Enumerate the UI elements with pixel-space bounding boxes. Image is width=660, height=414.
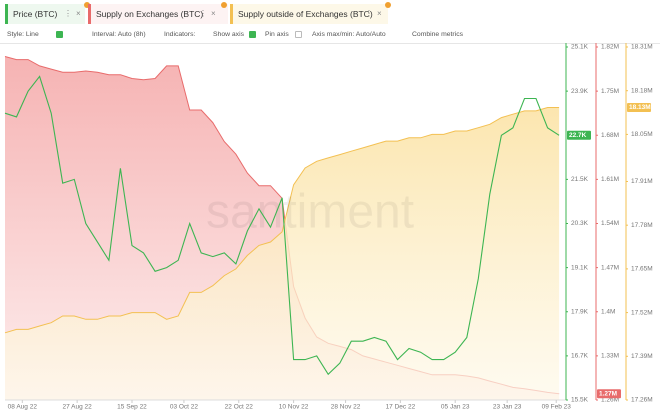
x-tick-label: 09 Feb 23 (542, 404, 572, 411)
tab-label: Supply on Exchanges (BTC) (96, 9, 204, 19)
series-line (4, 56, 560, 395)
y-tick-label: 1.75M (601, 88, 619, 95)
series-line (4, 107, 560, 334)
x-tick-label: 23 Jan 23 (493, 404, 522, 411)
y-tick-label: 15.5K (571, 397, 589, 404)
last-value-box (627, 103, 651, 113)
y-tick-label: 23.9K (571, 88, 589, 95)
y-tick-label: 18.18M (631, 87, 653, 94)
toolbar: Style: Line Interval: Auto (8h) Indicato… (0, 28, 660, 44)
y-tick-label: 17.52M (631, 309, 653, 316)
y-tick-label: 17.91M (631, 178, 653, 185)
x-tick-label: 17 Dec 22 (386, 404, 416, 411)
last-value-label: 1.27M (599, 390, 617, 397)
x-tick-label: 27 Aug 22 (63, 404, 93, 411)
y-tick-label: 25.1K (571, 44, 589, 51)
tab-label: Price (BTC) (13, 9, 58, 19)
close-icon[interactable]: × (377, 9, 382, 18)
series-line (4, 75, 560, 376)
y-tick-label: 21.5K (571, 176, 589, 183)
y-tick-label: 1.4M (601, 308, 615, 315)
close-icon[interactable]: × (76, 9, 81, 18)
badge (84, 2, 90, 8)
menu-icon[interactable]: ⋮ (365, 9, 373, 18)
x-tick-label: 08 Aug 22 (8, 404, 38, 411)
metric-tab[interactable]: Supply on Exchanges (BTC) ⋮ × (88, 2, 228, 24)
last-value-box (597, 389, 621, 399)
x-tick-label: 15 Sep 22 (117, 404, 147, 411)
y-tick-label: 1.61M (601, 176, 619, 183)
last-value-label: 18.13M (629, 104, 651, 111)
tab-label: Supply outside of Exchanges (BTC) (238, 9, 373, 19)
last-value-label: 22.7K (569, 132, 587, 139)
color-swatch[interactable] (56, 31, 63, 38)
y-tick-label: 1.82M (601, 44, 619, 51)
y-tick-label: 17.65M (631, 266, 653, 273)
style-select[interactable]: Style: Line (7, 31, 39, 38)
y-tick-label: 17.26M (631, 397, 653, 404)
metric-tab[interactable]: Supply outside of Exchanges (BTC) ⋮ × (230, 2, 391, 24)
x-tick-label: 28 Nov 22 (331, 404, 361, 411)
y-tick-label: 1.68M (601, 132, 619, 139)
y-tick-label: 18.31M (631, 44, 653, 51)
pin-axis-label[interactable]: Pin axis (265, 31, 289, 38)
y-tick-label: 17.39M (631, 353, 653, 360)
indicators-select[interactable]: Indicators: (164, 31, 196, 38)
x-tick-label: 22 Oct 22 (225, 404, 254, 411)
series-area (5, 56, 560, 400)
last-value-box (567, 130, 591, 140)
y-tick-label: 1.47M (601, 264, 619, 271)
menu-icon[interactable]: ⋮ (199, 9, 207, 18)
x-tick-label: 05 Jan 23 (441, 404, 470, 411)
y-tick-label: 1.54M (601, 220, 619, 227)
y-tick-label: 17.9K (571, 308, 589, 315)
y-tick-label: 1.26M (601, 397, 619, 404)
y-tick-label: 17.78M (631, 222, 653, 229)
y-tick-label: 16.7K (571, 353, 589, 360)
axis-minmax-select[interactable]: Axis max/min: Auto/Auto (312, 31, 386, 38)
badge (221, 2, 227, 8)
close-icon[interactable]: × (211, 9, 216, 18)
y-tick-label: 19.1K (571, 264, 589, 271)
show-axis-label[interactable]: Show axis (213, 31, 244, 38)
y-tick-label: 18.05M (631, 131, 653, 138)
badge (385, 2, 391, 8)
menu-icon[interactable]: ⋮ (64, 9, 72, 18)
metric-tab[interactable]: Price (BTC) ⋮ × (5, 2, 90, 24)
watermark: santiment (206, 186, 414, 239)
interval-select[interactable]: Interval: Auto (8h) (92, 31, 146, 38)
x-tick-label: 03 Oct 22 (170, 404, 199, 411)
x-tick-label: 10 Nov 22 (279, 404, 309, 411)
y-tick-label: 1.33M (601, 353, 619, 360)
pin-axis-checkbox[interactable] (295, 31, 302, 38)
series-area (5, 107, 560, 400)
combine-metrics[interactable]: Combine metrics (412, 31, 463, 38)
y-tick-label: 20.3K (571, 220, 589, 227)
show-axis-checkbox[interactable] (249, 31, 256, 38)
